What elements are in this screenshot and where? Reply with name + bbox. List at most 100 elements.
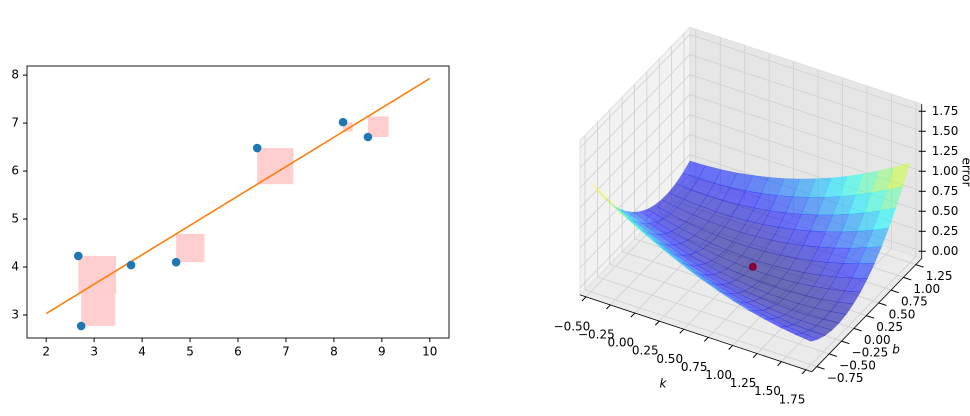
y-tick-label: −0.25 — [852, 346, 889, 360]
scatter-point — [126, 260, 136, 270]
x-tick-label: 1.75 — [779, 392, 806, 406]
y-tick — [816, 366, 825, 370]
y-tick — [890, 289, 900, 294]
grid-line — [597, 276, 830, 355]
x-tick-label: 0.25 — [632, 344, 659, 358]
y-tick-label: −0.75 — [827, 371, 864, 385]
y-tick-label: 8 — [11, 68, 19, 82]
surface-facet — [823, 311, 847, 324]
scatter-point — [171, 257, 181, 267]
surface-facet — [879, 185, 904, 212]
x-tick-label: 0.50 — [656, 352, 683, 366]
surface-facet — [830, 301, 854, 315]
x-tick-label: 7 — [282, 345, 290, 359]
z-tick-label: 0.25 — [932, 224, 959, 238]
x-tick — [777, 361, 782, 367]
z-tick-label: 0.75 — [932, 184, 959, 198]
x-axis-label: k — [660, 377, 668, 391]
x-tick-label: −0.25 — [578, 327, 615, 341]
x-tick — [728, 345, 733, 350]
x-tick-label: 6 — [234, 345, 242, 359]
surface-facet — [815, 319, 840, 331]
minimum-point — [748, 262, 757, 271]
x-tick-label: −0.50 — [554, 319, 591, 333]
grid-line — [579, 94, 691, 208]
x-tick — [654, 320, 660, 326]
grid-line — [579, 134, 691, 248]
residual-square — [343, 122, 353, 132]
grid-line — [579, 34, 691, 148]
axis-line — [579, 294, 812, 373]
grid-line — [689, 54, 922, 132]
scatter-point — [338, 117, 348, 127]
axis-line — [811, 258, 923, 372]
x-tick-label: 9 — [378, 345, 386, 359]
y-tick-label: 1.00 — [913, 282, 940, 296]
y-tick — [915, 264, 924, 268]
z-tick-label: 1.00 — [932, 164, 959, 178]
y-tick — [829, 353, 838, 357]
surface-facet — [844, 277, 868, 293]
x-tick-label: 4 — [138, 345, 146, 359]
z-axis-label: error — [960, 157, 970, 186]
x-tick-label: 8 — [330, 345, 338, 359]
y-tick — [853, 327, 862, 332]
y-tick-label: 1.25 — [926, 269, 953, 283]
x-tick — [679, 328, 685, 334]
x-tick — [703, 337, 709, 342]
scatter-point — [76, 321, 86, 331]
grid-line — [579, 114, 691, 228]
surface-facet — [794, 332, 819, 342]
grid-line — [689, 74, 922, 152]
x-tick — [752, 353, 758, 358]
grid-line — [579, 54, 691, 168]
x-tick — [581, 296, 587, 302]
scatter-point — [363, 132, 373, 142]
surface-facet — [808, 325, 833, 336]
grid-line — [689, 34, 922, 112]
y-tick-label: 4 — [11, 260, 19, 274]
z-tick-label: 1.50 — [932, 124, 959, 138]
grid-line — [689, 94, 922, 172]
x-tick-label: 1.25 — [730, 376, 757, 390]
residual-square — [367, 116, 389, 137]
x-tick-label: 5 — [186, 345, 194, 359]
x-tick-label: 1.00 — [705, 368, 732, 382]
y-tick-label: 7 — [11, 116, 19, 130]
y-tick-label: 6 — [11, 164, 19, 178]
y-tick-label: 0.75 — [901, 295, 928, 309]
z-tick-label: 0.50 — [932, 204, 959, 218]
y-tick-label: 3 — [11, 307, 19, 321]
y-axis-label: b — [892, 343, 900, 357]
y-tick — [903, 276, 912, 281]
surface-facet — [865, 227, 890, 248]
residual-square — [81, 292, 116, 327]
scatter-point — [74, 251, 83, 261]
x-tick — [630, 312, 636, 318]
y-tick — [866, 315, 875, 319]
x-tick-label: 1.50 — [754, 384, 781, 398]
y-tick-label: 0.50 — [889, 307, 916, 321]
y-tick — [841, 340, 850, 345]
scatter-point — [252, 143, 262, 153]
y-tick-label: −0.50 — [839, 358, 876, 372]
x-tick-label: 0.00 — [607, 336, 634, 350]
z-tick-label: 1.25 — [932, 144, 959, 158]
z-tick-label: 1.75 — [932, 104, 959, 118]
x-tick-label: 0.75 — [681, 360, 708, 374]
x-tick — [801, 369, 807, 375]
x-tick-label: 3 — [90, 345, 98, 359]
fit-line — [45, 77, 431, 315]
y-tick — [878, 302, 887, 306]
grid-line — [579, 74, 691, 188]
x-tick-label: 2 — [42, 345, 50, 359]
grid-line — [584, 289, 817, 367]
y-tick-label: 5 — [11, 212, 19, 226]
x-tick — [606, 304, 611, 310]
y-tick-label: 0.25 — [876, 320, 903, 334]
residual-square — [176, 233, 205, 263]
x-tick-label: 10 — [422, 345, 437, 359]
grid-line — [579, 154, 691, 268]
y-tick-label: 0.00 — [864, 333, 891, 347]
